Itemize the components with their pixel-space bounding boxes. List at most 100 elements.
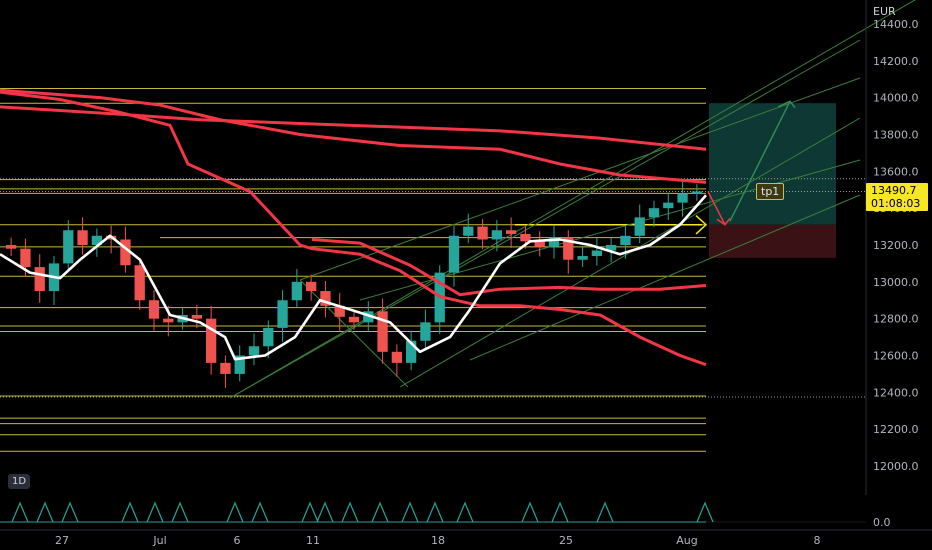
- date-axis[interactable]: 27 Jul 6 11 18 25 Aug 8: [0, 529, 932, 547]
- price-tick-label: 14200.0: [873, 55, 919, 68]
- rise-arrow: [729, 101, 791, 222]
- drop-arrow: [707, 191, 726, 226]
- tp1-label[interactable]: tp1: [756, 183, 785, 200]
- candle-body: [520, 233, 531, 242]
- channel-line: [299, 77, 861, 281]
- price-tick-label: 14400.0: [873, 18, 919, 31]
- date-tick-label: Aug: [676, 534, 697, 547]
- candle-body: [406, 340, 417, 363]
- candle-body: [163, 318, 174, 323]
- profit-zone: [709, 103, 836, 225]
- projection-arrows: [707, 100, 796, 226]
- candle-body: [534, 241, 545, 247]
- drop-arrow-head: [716, 217, 731, 226]
- red-ma-line: [0, 88, 707, 184]
- target-zones: [709, 103, 836, 258]
- price-tick-label: 13600.0: [873, 165, 919, 178]
- date-tick-label: Jul: [152, 534, 166, 547]
- candle-body: [577, 256, 588, 260]
- date-tick-label: 6: [234, 534, 241, 547]
- volume-pulse: [696, 501, 714, 523]
- red-ma-line: [0, 90, 707, 367]
- interval-badge[interactable]: 1D: [8, 474, 31, 489]
- candle-body: [620, 235, 631, 245]
- white-ma-line: [0, 194, 707, 361]
- volume-pulse: [521, 501, 539, 523]
- candle-body: [91, 235, 102, 245]
- candle-body: [63, 230, 74, 264]
- candle-body: [277, 300, 288, 328]
- currency-label: EUR: [873, 5, 896, 18]
- candle-body: [120, 239, 131, 266]
- channel-line: [229, 0, 916, 399]
- candle-body: [34, 267, 45, 292]
- volume-pulse: [401, 501, 419, 523]
- candle-body: [191, 314, 202, 319]
- moving-average-series: [0, 88, 707, 367]
- candle-body: [663, 202, 674, 209]
- candle-body: [134, 265, 145, 301]
- volume-pulse: [551, 501, 569, 523]
- channel-line: [399, 117, 861, 388]
- volume-pulse: [36, 501, 54, 523]
- red-ma-line: [311, 237, 707, 297]
- candle-body: [463, 226, 474, 236]
- volume-pulse: [171, 501, 189, 523]
- volume-pulse: [371, 501, 389, 523]
- entry-arrow-head: [695, 214, 708, 235]
- price-tick-label: 12800.0: [873, 313, 919, 326]
- price-axis[interactable]: 14400.014200.014000.013800.013600.013400…: [865, 0, 919, 529]
- price-tick-label: 12200.0: [873, 423, 919, 436]
- volume-pulse: [11, 501, 29, 523]
- candle-body: [77, 230, 88, 245]
- candle-body: [320, 291, 331, 306]
- candle-body: [563, 237, 574, 260]
- volume-pulse: [251, 501, 269, 523]
- candle-body: [206, 318, 217, 363]
- candle-body: [448, 235, 460, 273]
- price-tick-label: 12600.0: [873, 350, 919, 363]
- candle-body: [20, 248, 31, 268]
- volume-pulse: [341, 501, 359, 523]
- candle-body: [306, 281, 317, 292]
- channel-line: [469, 194, 861, 361]
- candle-body: [491, 230, 502, 240]
- candle-body: [377, 311, 388, 352]
- candle-body: [291, 281, 302, 301]
- date-tick-label: 11: [306, 534, 320, 547]
- last-price-badge: 13490.7 01:08:03: [866, 183, 928, 211]
- volume-pulse: [121, 501, 139, 523]
- candle-body: [220, 362, 231, 374]
- channel-line: [229, 39, 861, 399]
- volume-pulse: [426, 501, 444, 523]
- price-tick-label: 12400.0: [873, 386, 919, 399]
- price-tick-label: 13800.0: [873, 129, 919, 142]
- date-tick-label: 25: [559, 534, 573, 547]
- stop-zone: [709, 224, 836, 258]
- volume-pulse: [146, 501, 164, 523]
- candle-body: [363, 311, 374, 323]
- candle-body: [391, 351, 402, 363]
- candle-body: [148, 300, 160, 319]
- candle-body: [263, 327, 274, 347]
- candle-body: [348, 316, 360, 323]
- last-price-value: 13490.7: [871, 184, 917, 197]
- price-tick-label: 13000.0: [873, 276, 919, 289]
- volume-pane: [0, 501, 866, 523]
- volume-pulse: [61, 501, 79, 523]
- volume-pulse: [316, 501, 334, 523]
- candle-body: [548, 237, 560, 247]
- volume-pulse: [226, 501, 244, 523]
- candle-body: [477, 226, 488, 240]
- candle-body: [334, 305, 345, 317]
- candle-body: [506, 230, 517, 234]
- volume-pulse: [456, 501, 474, 523]
- candle-body: [677, 193, 688, 203]
- candle-body: [606, 245, 617, 251]
- volume-tick-label: 0.0: [873, 516, 891, 529]
- candle-body: [6, 245, 17, 249]
- candle-body: [420, 322, 431, 341]
